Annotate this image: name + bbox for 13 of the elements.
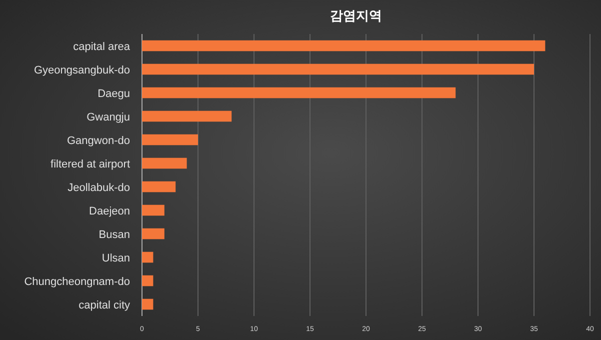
y-tick-label: Gyeongsangbuk-do <box>34 64 130 76</box>
y-tick-label: capital area <box>73 40 131 53</box>
y-tick-label: capital city <box>78 299 130 312</box>
chart-title: 감염지역 <box>330 8 382 23</box>
y-tick-label: Gangwon-do <box>67 134 130 147</box>
y-tick-label: Chungcheongnam-do <box>24 276 130 288</box>
y-tick-label: filtered at airport <box>50 158 130 170</box>
y-tick-label: Daegu <box>98 88 130 100</box>
y-tick-label: Busan <box>98 228 130 241</box>
y-tick-label: Ulsan <box>102 252 130 264</box>
y-tick-label: Jeollabuk-do <box>68 182 130 194</box>
y-tick-label: Gwangju <box>86 111 130 124</box>
y-tick-label: Daejeon <box>89 205 130 218</box>
